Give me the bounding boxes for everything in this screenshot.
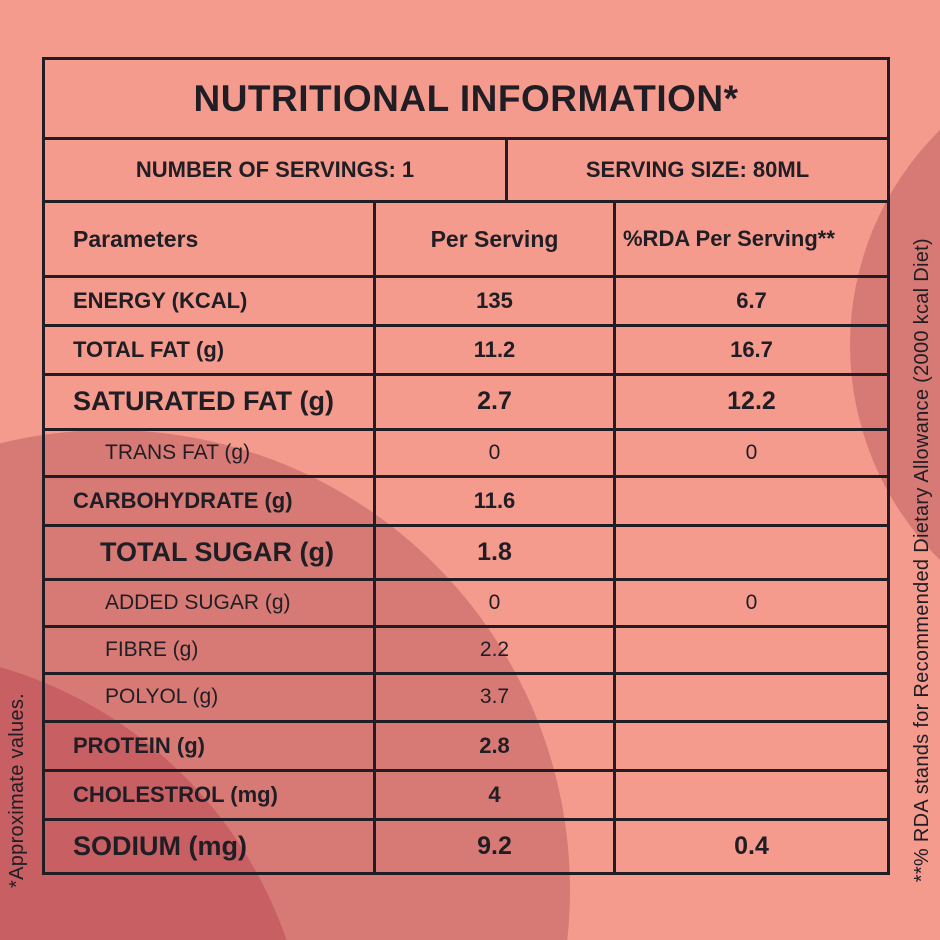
row-label: TOTAL FAT (g) — [73, 337, 225, 363]
row-per-serving-value: 135 — [373, 278, 613, 325]
table-row-protein: PROTEIN (g) 2.8 — [45, 719, 887, 769]
row-label: CHOLESTROL (mg) — [73, 781, 278, 807]
row-label: PROTEIN (g) — [73, 732, 205, 758]
row-per-serving-value: 11.2 — [373, 327, 613, 374]
table-row-trans-fat: TRANS FAT (g) 0 0 — [45, 427, 887, 475]
row-label: FIBRE (g) — [105, 638, 199, 662]
row-per-serving-value: 3.7 — [373, 675, 613, 720]
column-header-per-serving: Per Serving — [373, 203, 613, 275]
column-header-rda: %RDA Per Serving** — [613, 203, 887, 275]
table-row-energy: ENERGY (KCAL) 135 6.7 — [45, 275, 887, 325]
row-label: ENERGY (KCAL) — [73, 288, 248, 314]
row-per-serving-value: 9.2 — [373, 820, 613, 873]
row-per-serving-value: 4 — [373, 771, 613, 818]
column-header-parameters: Parameters — [73, 225, 199, 252]
row-per-serving-value: 0 — [373, 430, 613, 475]
row-rda-value — [613, 628, 887, 673]
row-rda-value: 12.2 — [613, 376, 887, 428]
row-rda-value: 0 — [613, 430, 887, 475]
row-rda-value: 0 — [613, 581, 887, 626]
row-per-serving-value: 0 — [373, 581, 613, 626]
row-rda-value — [613, 477, 887, 524]
row-rda-value: 0.4 — [613, 820, 887, 873]
table-row-total-sugar: TOTAL SUGAR (g) 1.8 — [45, 523, 887, 579]
table-row-polyol: POLYOL (g) 3.7 — [45, 672, 887, 720]
table-row-cholestrol: CHOLESTROL (mg) 4 — [45, 768, 887, 818]
footnote-rda-definition: **% RDA stands for Recommended Dietary A… — [911, 237, 933, 882]
row-label: SODIUM (mg) — [73, 830, 247, 861]
row-rda-value — [613, 722, 887, 769]
row-per-serving-value: 2.8 — [373, 722, 613, 769]
row-label: TOTAL SUGAR (g) — [100, 536, 334, 567]
row-label: CARBOHYDRATE (g) — [73, 487, 293, 513]
row-per-serving-value: 2.2 — [373, 628, 613, 673]
row-rda-value — [613, 526, 887, 579]
row-rda-value: 16.7 — [613, 327, 887, 374]
row-per-serving-value: 11.6 — [373, 477, 613, 524]
row-rda-value: 6.7 — [613, 278, 887, 325]
nutrition-table: NUTRITIONAL INFORMATION* NUMBER OF SERVI… — [42, 57, 890, 875]
table-row-saturated-fat: SATURATED FAT (g) 2.7 12.2 — [45, 373, 887, 428]
table-row-total-fat: TOTAL FAT (g) 11.2 16.7 — [45, 324, 887, 374]
table-row-added-sugar: ADDED SUGAR (g) 0 0 — [45, 578, 887, 626]
row-rda-value — [613, 771, 887, 818]
footnote-approximate-values: *Approximate values. — [6, 693, 28, 888]
row-per-serving-value: 2.7 — [373, 376, 613, 428]
servings-row: NUMBER OF SERVINGS: 1 SERVING SIZE: 80ML — [45, 137, 887, 200]
row-label: POLYOL (g) — [105, 685, 219, 709]
row-label: SATURATED FAT (g) — [73, 386, 334, 417]
row-per-serving-value: 1.8 — [373, 526, 613, 579]
column-header-row: Parameters Per Serving %RDA Per Serving*… — [45, 200, 887, 275]
table-row-carbohydrate: CARBOHYDRATE (g) 11.6 — [45, 474, 887, 524]
row-rda-value — [613, 675, 887, 720]
table-title-row: NUTRITIONAL INFORMATION* — [45, 60, 887, 137]
row-label: ADDED SUGAR (g) — [105, 591, 291, 615]
table-title: NUTRITIONAL INFORMATION* — [193, 77, 739, 119]
table-row-sodium: SODIUM (mg) 9.2 0.4 — [45, 817, 887, 873]
number-of-servings: NUMBER OF SERVINGS: 1 — [135, 157, 415, 182]
row-label: TRANS FAT (g) — [105, 440, 251, 464]
serving-size: SERVING SIZE: 80ML — [505, 140, 887, 200]
table-row-fibre: FIBRE (g) 2.2 — [45, 625, 887, 673]
